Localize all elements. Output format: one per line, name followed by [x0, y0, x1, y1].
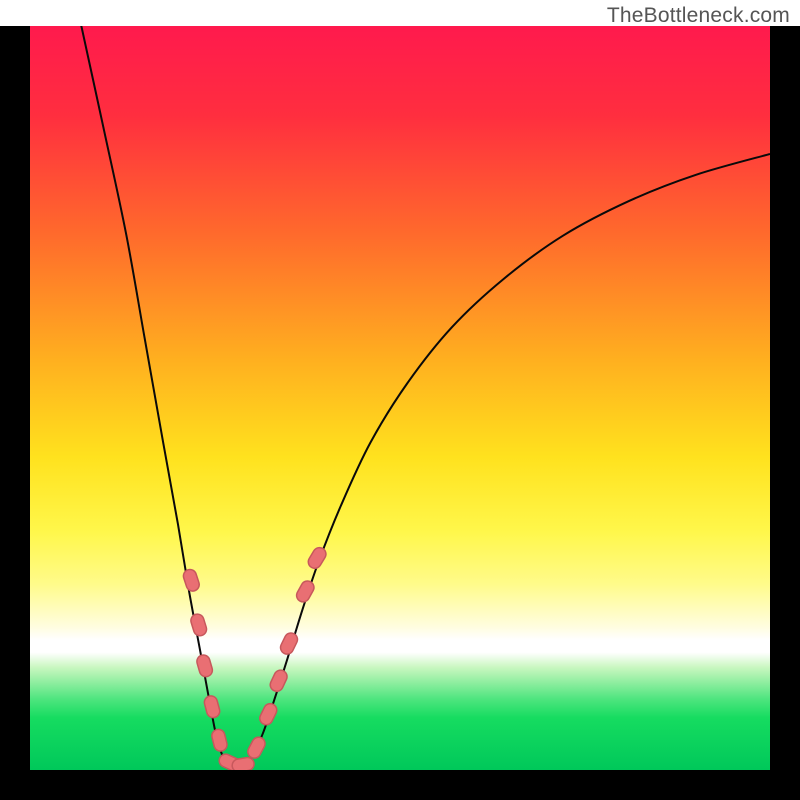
watermark-text: TheBottleneck.com [607, 4, 790, 28]
plot-background [30, 26, 770, 770]
border-right [770, 26, 800, 800]
border-bottom [0, 770, 800, 800]
border-left [0, 26, 30, 800]
bottleneck-chart [0, 26, 800, 800]
chart-container [0, 26, 800, 800]
